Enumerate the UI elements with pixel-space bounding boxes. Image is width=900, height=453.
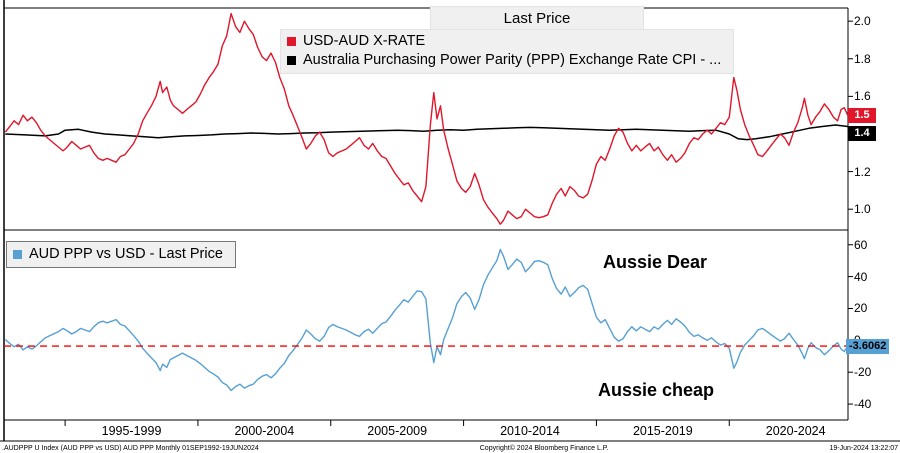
y-tick-label: 2.0 [854, 14, 871, 29]
bottom-legend-item[interactable]: AUD PPP vs USD - Last Price [6, 241, 236, 268]
footer-series-info: .AUDPPP U Index (AUD PPP vs USD) AUD PPP… [2, 444, 259, 452]
legend-item-australia-ppp[interactable]: Australia Purchasing Power Parity (PPP) … [287, 52, 721, 68]
footer-bar: .AUDPPP U Index (AUD PPP vs USD) AUD PPP… [0, 443, 900, 453]
legend-label-aud-ppp: AUD PPP vs USD - Last Price [29, 246, 223, 262]
footer-timestamp: 19-Jun-2024 13:22:07 [829, 444, 898, 452]
x-axis-label: 2020-2024 [765, 424, 826, 438]
y-tick-label: 1.8 [854, 51, 871, 66]
y-tick-label: 1.0 [854, 202, 871, 217]
last-price-badge-ppp: 1.4 [848, 126, 876, 142]
last-price-badge-aud-ppp-vs-usd: -3.6062 [846, 338, 890, 354]
legend-label-australia-ppp: Australia Purchasing Power Parity (PPP) … [303, 52, 722, 68]
x-axis-label: 2010-2014 [500, 424, 560, 438]
y-tick-label: 20 [854, 301, 868, 316]
black-series-swatch-icon [287, 55, 296, 65]
legend-title: Last Price [430, 6, 644, 32]
y-tick-label: 40 [854, 269, 868, 284]
red-series-swatch-icon [287, 36, 296, 46]
footer-copyright: Copyright© 2024 Bloomberg Finance L.P. [479, 444, 609, 452]
usd-aud-xrate-line [4, 12, 849, 225]
top-legend: USD-AUD X-RATE Australia Purchasing Powe… [280, 29, 735, 74]
australia-ppp-line [5, 124, 848, 141]
annotation-aussie-cheap: Aussie cheap [598, 380, 715, 400]
y-tick-label: 60 [854, 237, 868, 252]
y-tick-label: 1.6 [854, 89, 871, 104]
y-tick-label: 1.2 [854, 164, 871, 179]
x-axis-label: 1995-1999 [101, 424, 162, 438]
x-axis-label: 2000-2004 [234, 424, 295, 438]
x-axis-label: 2005-2009 [367, 424, 428, 438]
legend-label-usd-aud: USD-AUD X-RATE [303, 33, 426, 49]
last-price-badge-usd-aud: 1.5 [848, 107, 876, 123]
legend-item-usd-aud-xrate[interactable]: USD-AUD X-RATE [287, 33, 721, 49]
annotation-aussie-dear: Aussie Dear [603, 252, 708, 272]
blue-series-swatch-icon [13, 249, 22, 259]
aud-ppp-vs-usd-line [4, 248, 849, 392]
y-tick-label: -40 [854, 397, 872, 412]
y-tick-label: -20 [854, 365, 872, 380]
x-axis-label: 2015-2019 [632, 424, 693, 438]
